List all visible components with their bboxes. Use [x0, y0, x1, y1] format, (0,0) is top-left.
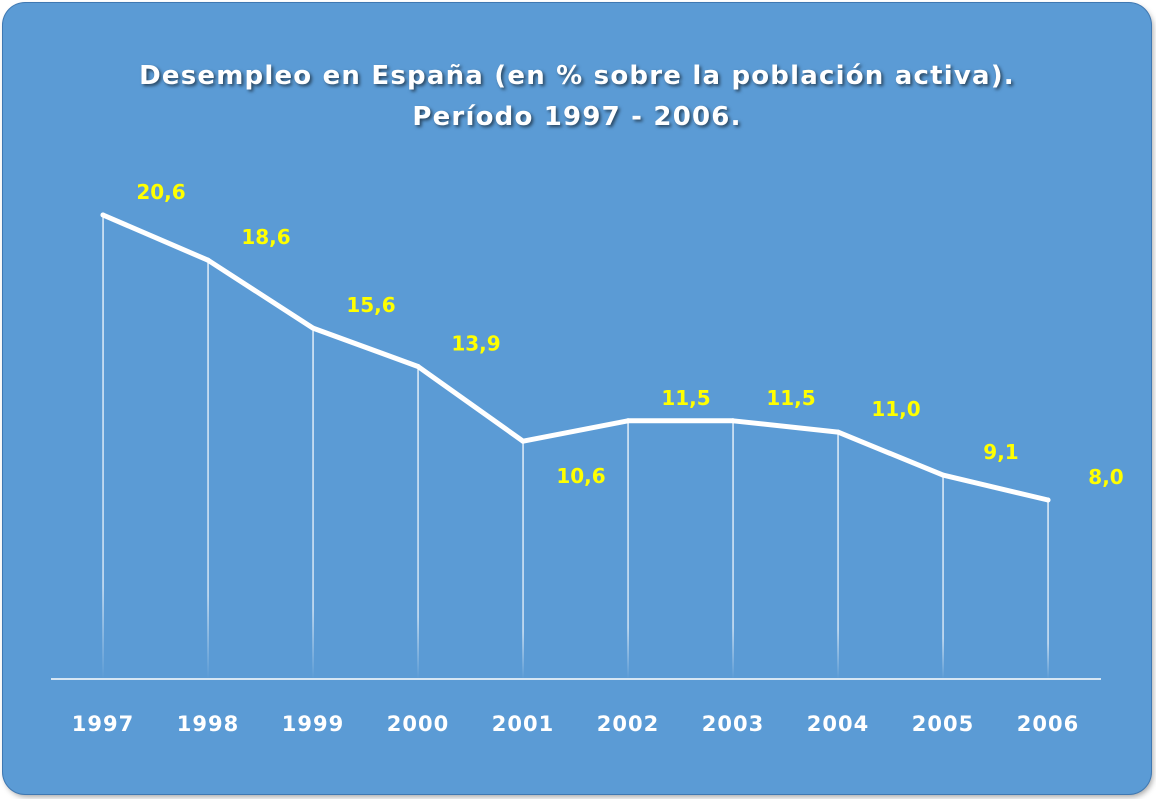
x-tick-labels: 1997 1998 1999 2000 2001 2002 2003 2004 2005 2006 — [72, 712, 1079, 736]
x-tick-label-1998: 1998 — [177, 712, 239, 736]
data-point-2000 — [415, 364, 421, 369]
drop-line-2002 — [627, 420, 629, 679]
x-tick-label-1997: 1997 — [72, 712, 134, 736]
x-tick-label-2004: 2004 — [807, 712, 869, 736]
series-line — [100, 212, 1051, 503]
drop-line-2003 — [732, 420, 734, 679]
data-label-1997: 20,6 — [136, 180, 185, 204]
x-tick-label-2000: 2000 — [387, 712, 449, 736]
x-tick-label-2002: 2002 — [597, 712, 659, 736]
x-tick-label-2006: 2006 — [1017, 712, 1079, 736]
data-point-1998 — [205, 257, 211, 263]
data-labels: 20,6 18,6 15,6 13,9 10,6 11,5 11,5 11,0 9,1 8,0 — [136, 180, 1123, 489]
data-point-2006 — [1045, 497, 1051, 503]
x-tick-label-1999: 1999 — [282, 712, 344, 736]
chart-panel: Desempleo en España (en % sobre la pobla… — [3, 3, 1151, 794]
data-label-2006: 8,0 — [1088, 465, 1123, 489]
drop-line-2000 — [417, 366, 419, 679]
data-point-2005 — [940, 472, 946, 478]
drop-line-1998 — [207, 260, 209, 679]
data-label-2002: 11,5 — [661, 386, 710, 410]
data-label-2005: 9,1 — [983, 440, 1018, 464]
data-point-1997 — [100, 212, 106, 218]
x-tick-label-2003: 2003 — [702, 712, 764, 736]
data-label-2004: 11,0 — [871, 397, 920, 421]
data-point-2001 — [520, 438, 526, 444]
drop-line-2006 — [1047, 500, 1049, 679]
drop-line-2005 — [942, 475, 944, 679]
data-point-2003 — [730, 418, 736, 424]
data-label-2001: 10,6 — [556, 464, 605, 488]
drop-line-1997 — [102, 215, 104, 679]
data-label-2000: 13,9 — [451, 332, 500, 356]
x-tick-label-2005: 2005 — [912, 712, 974, 736]
data-label-1998: 18,6 — [241, 225, 290, 249]
drop-line-1999 — [312, 328, 314, 679]
series-line-group — [100, 212, 1051, 503]
data-label-1999: 15,6 — [346, 293, 395, 317]
data-point-2002 — [625, 418, 631, 424]
drop-line-2004 — [837, 432, 839, 679]
data-label-2003: 11,5 — [766, 386, 815, 410]
chart-title: Desempleo en España (en % sobre la pobla… — [139, 61, 1015, 91]
data-point-1999 — [310, 325, 316, 331]
x-tick-label-2001: 2001 — [492, 712, 554, 736]
drop-line-2001 — [522, 441, 524, 679]
data-point-2004 — [835, 429, 841, 435]
chart-subtitle: Período 1997 - 2006. — [412, 102, 742, 132]
drop-lines — [102, 215, 1049, 679]
